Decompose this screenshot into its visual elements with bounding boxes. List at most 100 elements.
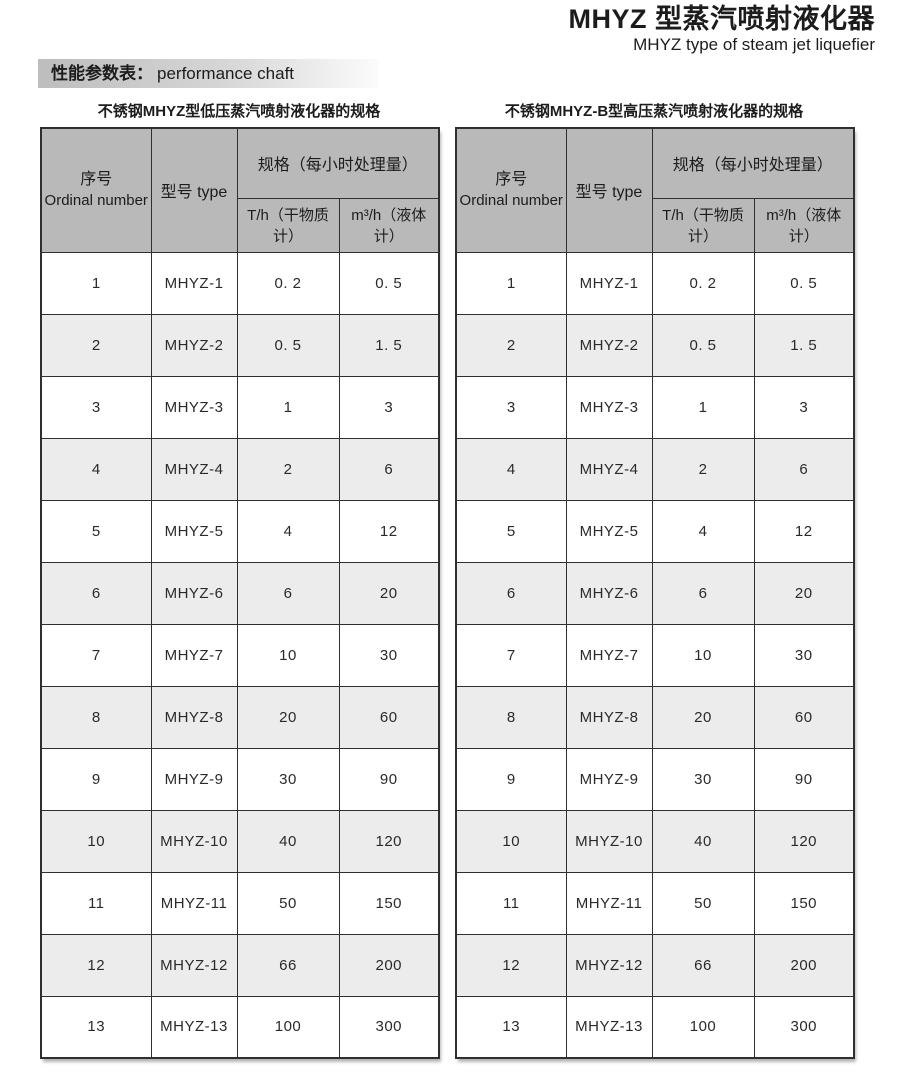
table-cell: 20 — [236, 685, 340, 749]
high-pressure-spec-table: 不锈钢MHYZ-B型高压蒸汽喷射液化器的规格 序号 Ordinal number… — [455, 101, 856, 1059]
table-row: 13 MHYZ-13 100 300 — [40, 995, 440, 1059]
table-cell: MHYZ-1 — [565, 251, 653, 315]
table-cell: 7 — [40, 623, 152, 687]
table-row: 4 MHYZ-4 2 6 — [455, 437, 855, 501]
table-cell: 300 — [753, 995, 855, 1059]
table-cell: 100 — [236, 995, 340, 1059]
table-row: 7 MHYZ-7 10 30 — [455, 623, 855, 687]
table-cell: 30 — [236, 747, 340, 811]
table-cell: MHYZ-5 — [565, 499, 653, 563]
table-cell: 11 — [455, 871, 567, 935]
table-cell: 3 — [338, 375, 440, 439]
table-cell: 0. 5 — [236, 313, 340, 377]
table-cell: 3 — [455, 375, 567, 439]
table-row: 12 MHYZ-12 66 200 — [455, 933, 855, 997]
table-cell: 3 — [753, 375, 855, 439]
table-row: 9 MHYZ-9 30 90 — [455, 747, 855, 811]
table-row: 11 MHYZ-11 50 150 — [40, 871, 440, 935]
table-cell: MHYZ-10 — [150, 809, 238, 873]
table-cell: MHYZ-11 — [565, 871, 653, 935]
table-cell: 10 — [455, 809, 567, 873]
table-cell: MHYZ-6 — [565, 561, 653, 625]
table-cell: MHYZ-1 — [150, 251, 238, 315]
table-cell: 1 — [455, 251, 567, 315]
table-cell: 12 — [455, 933, 567, 997]
table-row: 12 MHYZ-12 66 200 — [40, 933, 440, 997]
table-cell: 5 — [455, 499, 567, 563]
table-cell: 0. 2 — [236, 251, 340, 315]
table-cell: 6 — [236, 561, 340, 625]
table-cell: 40 — [651, 809, 755, 873]
header-ordinal-en: Ordinal number — [44, 191, 148, 209]
table-cell: 300 — [338, 995, 440, 1059]
table-row: 3 MHYZ-3 1 3 — [40, 375, 440, 439]
table-cell: 8 — [455, 685, 567, 749]
table-cell: MHYZ-7 — [565, 623, 653, 687]
header-m3h-per-hour: m³/h（液体计） — [753, 197, 855, 253]
table-cell: MHYZ-11 — [150, 871, 238, 935]
table-cell: 0. 5 — [338, 251, 440, 315]
table-cell: 2 — [236, 437, 340, 501]
header-ordinal-cn: 序号 — [495, 171, 528, 189]
header-type: 型号 type — [565, 127, 653, 253]
table-body: 1 MHYZ-1 0. 2 0. 5 2 MHYZ-2 0. 5 1. 5 3 MHYZ-3 1 3 4… — [455, 251, 855, 1059]
table-cell: 150 — [338, 871, 440, 935]
table-caption: 不锈钢MHYZ-B型高压蒸汽喷射液化器的规格 — [504, 103, 804, 120]
table-cell: 10 — [40, 809, 152, 873]
table-cell: 0. 2 — [651, 251, 755, 315]
table-row: 4 MHYZ-4 2 6 — [40, 437, 440, 501]
table-cell: 6 — [40, 561, 152, 625]
table-cell: 3 — [40, 375, 152, 439]
table-cell: MHYZ-12 — [565, 933, 653, 997]
table-cell: MHYZ-6 — [150, 561, 238, 625]
table-cell: 2 — [40, 313, 152, 377]
section-bar: 性能参数表： performance chaft — [38, 59, 378, 88]
table-cell: 30 — [753, 623, 855, 687]
table-row: 6 MHYZ-6 6 20 — [455, 561, 855, 625]
table-cell: 12 — [338, 499, 440, 563]
table-caption: 不锈钢MHYZ型低压蒸汽喷射液化器的规格 — [97, 103, 381, 120]
table-cell: MHYZ-8 — [150, 685, 238, 749]
table-cell: MHYZ-2 — [150, 313, 238, 377]
table-cell: 1. 5 — [753, 313, 855, 377]
table-cell: 13 — [40, 995, 152, 1059]
header-m3h-per-hour: m³/h（液体计） — [338, 197, 440, 253]
table-cell: 11 — [40, 871, 152, 935]
table-row: 9 MHYZ-9 30 90 — [40, 747, 440, 811]
header-spec-group: 规格（每小时处理量） — [651, 127, 855, 199]
table-body: 1 MHYZ-1 0. 2 0. 5 2 MHYZ-2 0. 5 1. 5 3 MHYZ-3 1 3 4… — [40, 251, 440, 1059]
table-cell: 4 — [236, 499, 340, 563]
table-row: 8 MHYZ-8 20 60 — [40, 685, 440, 749]
header-ordinal: 序号 Ordinal number — [40, 127, 152, 253]
table-row: 1 MHYZ-1 0. 2 0. 5 — [40, 251, 440, 315]
table-cell: MHYZ-2 — [565, 313, 653, 377]
table-cell: 10 — [236, 623, 340, 687]
header-spec-group: 规格（每小时处理量） — [236, 127, 440, 199]
product-title-en: MHYZ type of steam jet liquefier — [633, 35, 875, 55]
page-title: MHYZ 型蒸汽喷射液化器 MHYZ type of steam jet liq… — [569, 4, 876, 55]
table-cell: 4 — [40, 437, 152, 501]
table-cell: 20 — [338, 561, 440, 625]
table-cell: 200 — [753, 933, 855, 997]
table-cell: MHYZ-13 — [150, 995, 238, 1059]
table-cell: MHYZ-5 — [150, 499, 238, 563]
table-cell: 20 — [753, 561, 855, 625]
header-type: 型号 type — [150, 127, 238, 253]
table-cell: 6 — [753, 437, 855, 501]
table-cell: MHYZ-9 — [565, 747, 653, 811]
table-row: 8 MHYZ-8 20 60 — [455, 685, 855, 749]
table-cell: 5 — [40, 499, 152, 563]
spec-table: 序号 Ordinal number 型号 type 规格（每小时处理量） T/h… — [455, 127, 856, 1059]
table-cell: 60 — [338, 685, 440, 749]
table-cell: 100 — [651, 995, 755, 1059]
table-cell: MHYZ-9 — [150, 747, 238, 811]
table-cell: 12 — [40, 933, 152, 997]
table-row: 5 MHYZ-5 4 12 — [455, 499, 855, 563]
table-cell: 0. 5 — [753, 251, 855, 315]
table-cell: 1. 5 — [338, 313, 440, 377]
table-cell: 4 — [651, 499, 755, 563]
table-header: 序号 Ordinal number 型号 type 规格（每小时处理量） T/h… — [455, 127, 855, 253]
table-cell: 6 — [651, 561, 755, 625]
table-cell: 6 — [455, 561, 567, 625]
low-pressure-spec-table: 不锈钢MHYZ型低压蒸汽喷射液化器的规格 序号 Ordinal number 型… — [40, 101, 441, 1059]
